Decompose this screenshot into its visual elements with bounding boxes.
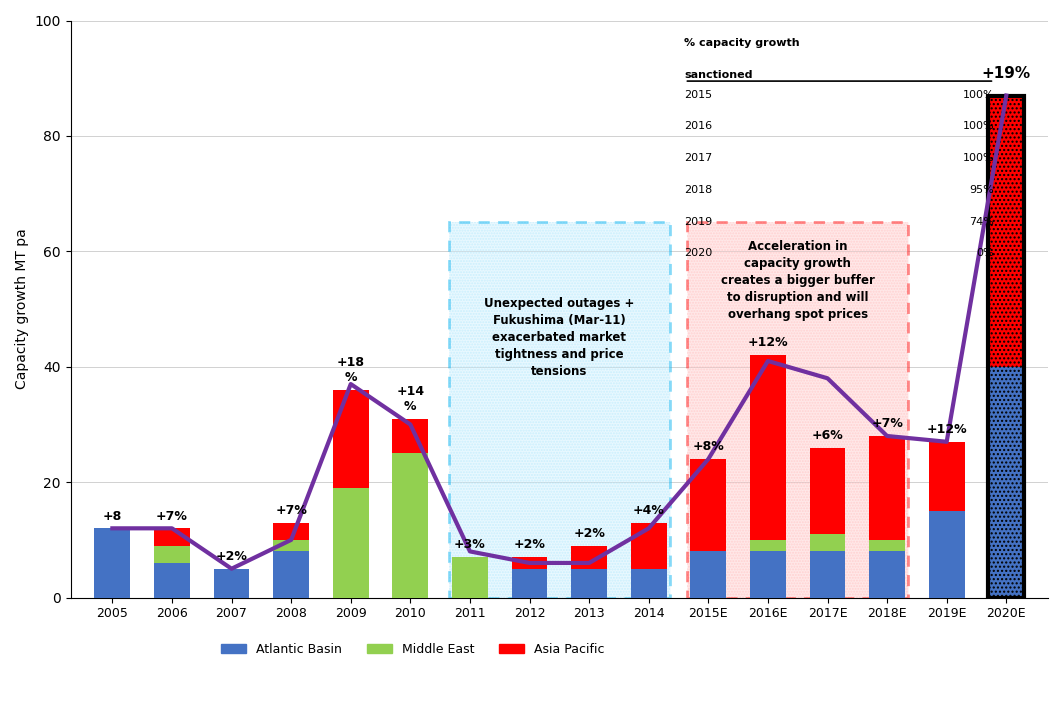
Bar [989,367,1024,597]
Bar [571,568,607,597]
Text: +4%: +4% [632,504,664,517]
Bar [392,453,428,597]
Bar [810,448,845,534]
Text: 2019: 2019 [685,217,712,227]
Text: +8: +8 [103,510,122,522]
Text: 0%: 0% [977,248,994,259]
Text: +7%: +7% [156,510,188,522]
Bar [750,355,786,540]
Bar [273,551,309,597]
Text: +2%: +2% [513,539,545,551]
Bar [511,557,547,568]
Bar [214,568,250,597]
Text: +12%: +12% [926,423,967,436]
Bar [688,223,908,597]
Text: 2016: 2016 [685,122,712,132]
Bar [929,442,964,511]
Text: 2015: 2015 [685,90,712,100]
Bar [154,563,190,597]
Bar [630,522,667,568]
Text: +14
%: +14 % [396,385,424,413]
Bar [333,390,369,488]
Bar [95,528,131,597]
Bar [273,540,309,551]
Bar [691,459,726,551]
Bar [989,95,1024,597]
Bar [571,546,607,568]
Text: +6%: +6% [812,428,843,442]
Text: sanctioned: sanctioned [685,69,753,80]
Text: 74%: 74% [969,217,994,227]
Bar [989,95,1024,367]
Bar [750,551,786,597]
Bar [630,568,667,597]
Bar [989,367,1024,597]
Text: 100%: 100% [963,153,994,163]
Text: +12%: +12% [747,337,789,349]
Bar [810,534,845,551]
Text: 2020: 2020 [685,248,712,259]
Text: +7%: +7% [275,504,307,517]
Text: 100%: 100% [963,90,994,100]
Bar [154,528,190,546]
Y-axis label: Capacity growth MT pa: Capacity growth MT pa [15,228,29,390]
Bar [810,551,845,597]
Bar [511,568,547,597]
Text: +18
%: +18 % [337,356,365,384]
Bar [452,557,488,597]
Bar [691,551,726,597]
Text: 2018: 2018 [685,185,712,195]
Text: +3%: +3% [454,539,486,551]
Bar [750,540,786,551]
Text: Unexpected outages +
Fukushima (Mar-11)
exacerbated market
tightness and price
t: Unexpected outages + Fukushima (Mar-11) … [484,298,635,378]
Text: +19%: +19% [982,66,1031,81]
Text: +7%: +7% [872,417,904,431]
Bar [688,223,908,597]
Text: 95%: 95% [969,185,994,195]
Bar [392,419,428,453]
Text: 2017: 2017 [685,153,712,163]
Text: % capacity growth: % capacity growth [685,37,800,48]
Bar [870,436,905,540]
Bar [333,488,369,597]
Bar [449,223,670,597]
Bar [929,511,964,597]
Text: +2%: +2% [573,527,605,540]
Bar [870,551,905,597]
Bar [870,540,905,551]
Bar [273,522,309,540]
Bar [449,223,670,597]
Text: 100%: 100% [963,122,994,132]
Text: Acceleration in
capacity growth
creates a bigger buffer
to disruption and will
o: Acceleration in capacity growth creates … [721,240,875,321]
Legend: Atlantic Basin, Middle East, Asia Pacific: Atlantic Basin, Middle East, Asia Pacifi… [216,638,610,660]
Bar [989,95,1024,367]
Text: +8%: +8% [692,440,724,453]
Bar [154,546,190,563]
Text: +2%: +2% [216,550,248,563]
